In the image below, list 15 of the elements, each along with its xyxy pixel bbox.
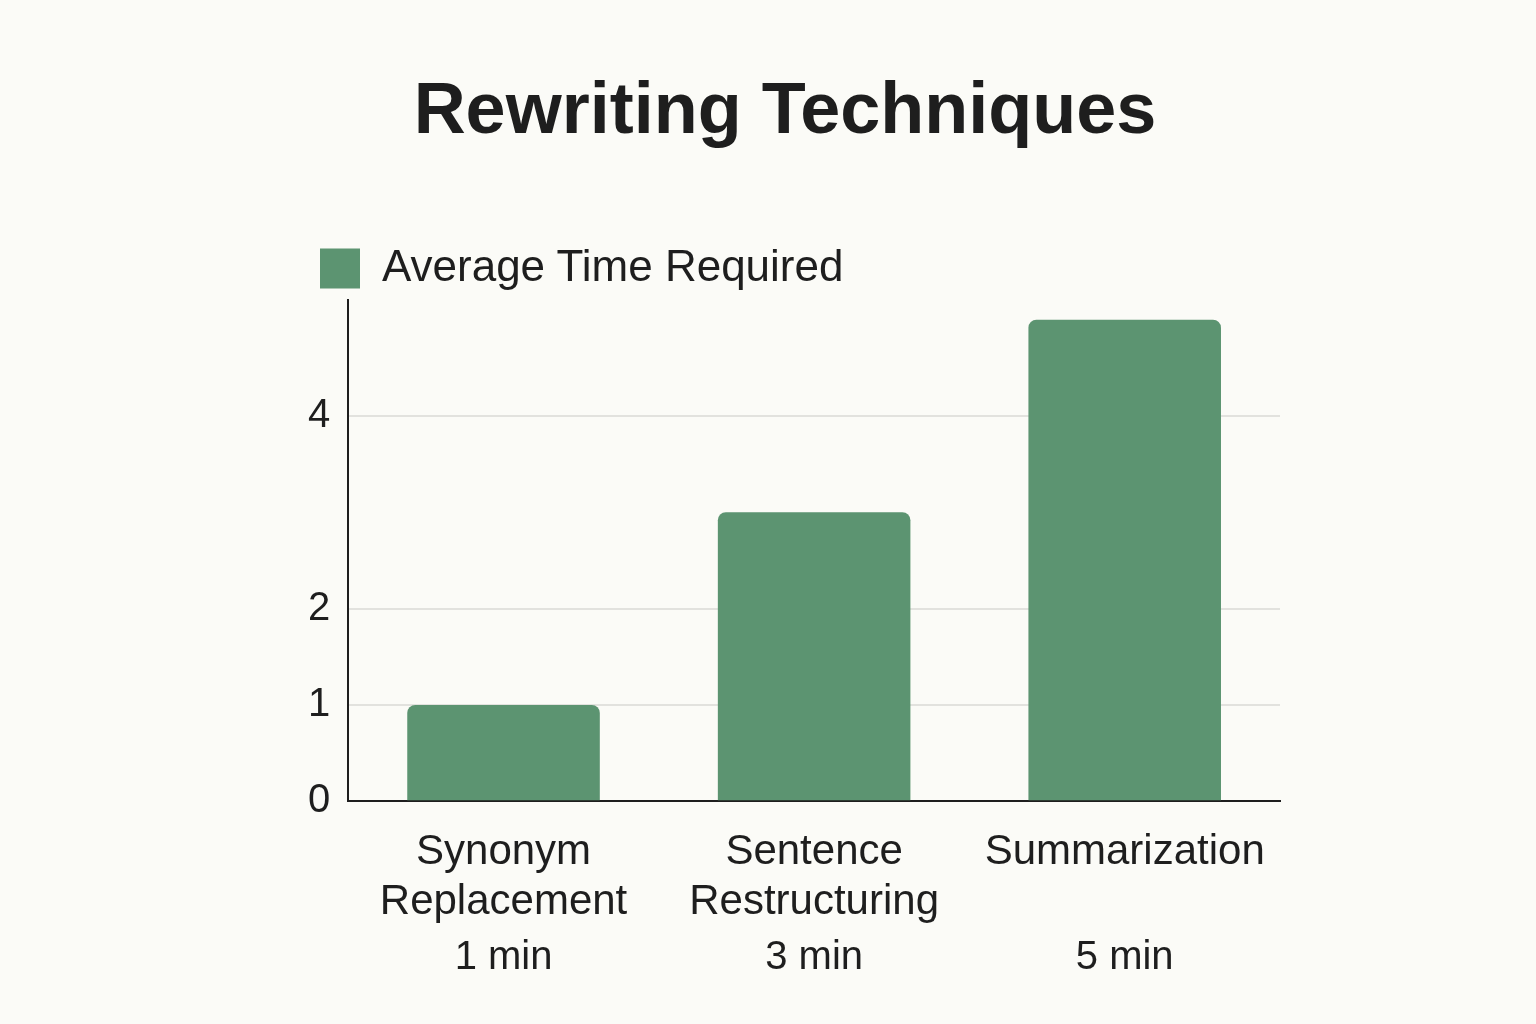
data-label: 1 min (454, 933, 553, 978)
y-tick-label: 0 (308, 776, 331, 821)
data-label: 5 min (1075, 933, 1174, 978)
x-tick-label: Sentence Restructuring (689, 825, 940, 924)
bar (407, 704, 600, 801)
legend-label: Average Time Required (382, 240, 844, 290)
chart-title: Rewriting Techniques (413, 68, 1157, 149)
x-tick-label: Synonym Replacement (379, 825, 628, 924)
x-tick-label: Summarization (984, 825, 1265, 873)
y-tick-label: 1 (308, 679, 331, 724)
bar (717, 512, 911, 801)
bar (1028, 319, 1221, 801)
y-tick-label: 2 (308, 583, 331, 628)
data-label: 3 min (765, 933, 864, 978)
y-tick-label: 4 (308, 391, 331, 435)
